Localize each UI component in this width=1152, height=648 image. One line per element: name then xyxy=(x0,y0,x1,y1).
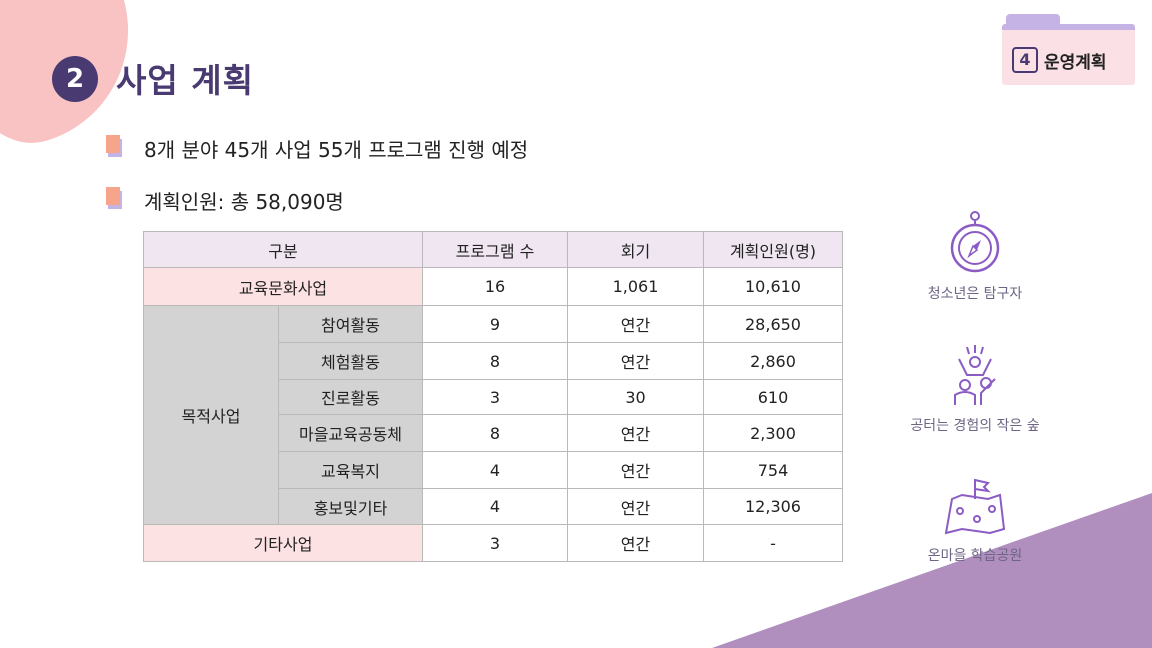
decorative-corner-triangle xyxy=(712,493,1152,648)
people-cell: 610 xyxy=(703,379,843,415)
programs-cell: 9 xyxy=(422,305,568,343)
bullet-icon xyxy=(106,187,124,209)
tab-number: 4 xyxy=(1012,47,1038,73)
table-row: 홍보및기타 4 연간 12,306 xyxy=(144,488,843,525)
people-cell: 754 xyxy=(703,451,843,489)
table-row: 마을교육공동체 8 연간 2,300 xyxy=(144,414,843,452)
people-cell: 2,860 xyxy=(703,342,843,380)
programs-cell: 4 xyxy=(422,451,568,489)
table-row: 진로활동 3 30 610 xyxy=(144,379,843,415)
sessions-cell: 연간 xyxy=(567,414,704,452)
plan-table: 구분 프로그램 수 회기 계획인원(명) 교육문화사업 16 1,061 10,… xyxy=(143,231,843,562)
people-cell: 12,306 xyxy=(703,488,843,525)
subcategory-cell: 마을교육공동체 xyxy=(278,414,423,452)
category-cell: 교육문화사업 xyxy=(143,267,423,306)
section-tab: 4 운영계획 xyxy=(1002,14,1135,85)
sessions-cell: 연간 xyxy=(567,305,704,343)
programs-cell: 3 xyxy=(422,524,568,562)
section-number-badge: 2 xyxy=(52,56,98,102)
subcategory-cell: 교육복지 xyxy=(278,451,423,489)
header-category: 구분 xyxy=(143,231,423,268)
header-sessions: 회기 xyxy=(567,231,704,268)
header-people: 계획인원(명) xyxy=(703,231,843,268)
table-row: 기타사업 3 연간 - xyxy=(143,524,843,562)
sessions-cell: 연간 xyxy=(567,524,704,562)
sessions-cell: 1,061 xyxy=(567,267,704,306)
table-row: 목적사업 참여활동 9 연간 28,650 xyxy=(143,305,843,525)
category-cell: 기타사업 xyxy=(143,524,423,562)
compass-icon xyxy=(950,211,1000,273)
value-item: 청소년은 탐구자 xyxy=(900,207,1050,303)
table-row: 교육문화사업 16 1,061 10,610 xyxy=(143,267,843,306)
subcategory-cell: 홍보및기타 xyxy=(278,488,423,525)
page-title: 사업 계획 xyxy=(116,61,254,100)
sessions-cell: 30 xyxy=(567,379,704,415)
people-cell: 28,650 xyxy=(703,305,843,343)
map-flag-icon xyxy=(944,479,1006,535)
programs-cell: 8 xyxy=(422,342,568,380)
bullet-icon xyxy=(106,135,124,157)
subcategory-cell: 진로활동 xyxy=(278,379,423,415)
people-cell: 10,610 xyxy=(703,267,843,306)
table-header-row: 구분 프로그램 수 회기 계획인원(명) xyxy=(143,231,843,268)
value-label: 온마을 학습공원 xyxy=(927,548,1023,564)
sessions-cell: 연간 xyxy=(567,451,704,489)
table-row: 교육복지 4 연간 754 xyxy=(144,451,843,489)
programs-cell: 8 xyxy=(422,414,568,452)
subcategory-cell: 체험활동 xyxy=(278,342,423,380)
value-item: 온마을 학습공원 xyxy=(900,475,1050,565)
category-cell: 목적사업 xyxy=(143,305,279,525)
people-cell: - xyxy=(703,524,843,562)
tab-label: 운영계획 xyxy=(1044,53,1107,73)
header-programs: 프로그램 수 xyxy=(422,231,568,268)
people-cheering-icon xyxy=(954,345,996,405)
people-cell: 2,300 xyxy=(703,414,843,452)
programs-cell: 16 xyxy=(422,267,568,306)
table-row: 체험활동 8 연간 2,860 xyxy=(144,342,843,380)
value-item: 공터는 경험의 작은 숲 xyxy=(900,345,1050,435)
bullet-text: 계획인원: 총 58,090명 xyxy=(144,190,344,214)
subcategory-cell: 참여활동 xyxy=(278,305,423,343)
programs-cell: 3 xyxy=(422,379,568,415)
bullet-text: 8개 분야 45개 사업 55개 프로그램 진행 예정 xyxy=(144,138,529,162)
sessions-cell: 연간 xyxy=(567,342,704,380)
sessions-cell: 연간 xyxy=(567,488,704,525)
value-label: 공터는 경험의 작은 숲 xyxy=(910,418,1040,434)
value-label: 청소년은 탐구자 xyxy=(927,286,1023,302)
programs-cell: 4 xyxy=(422,488,568,525)
